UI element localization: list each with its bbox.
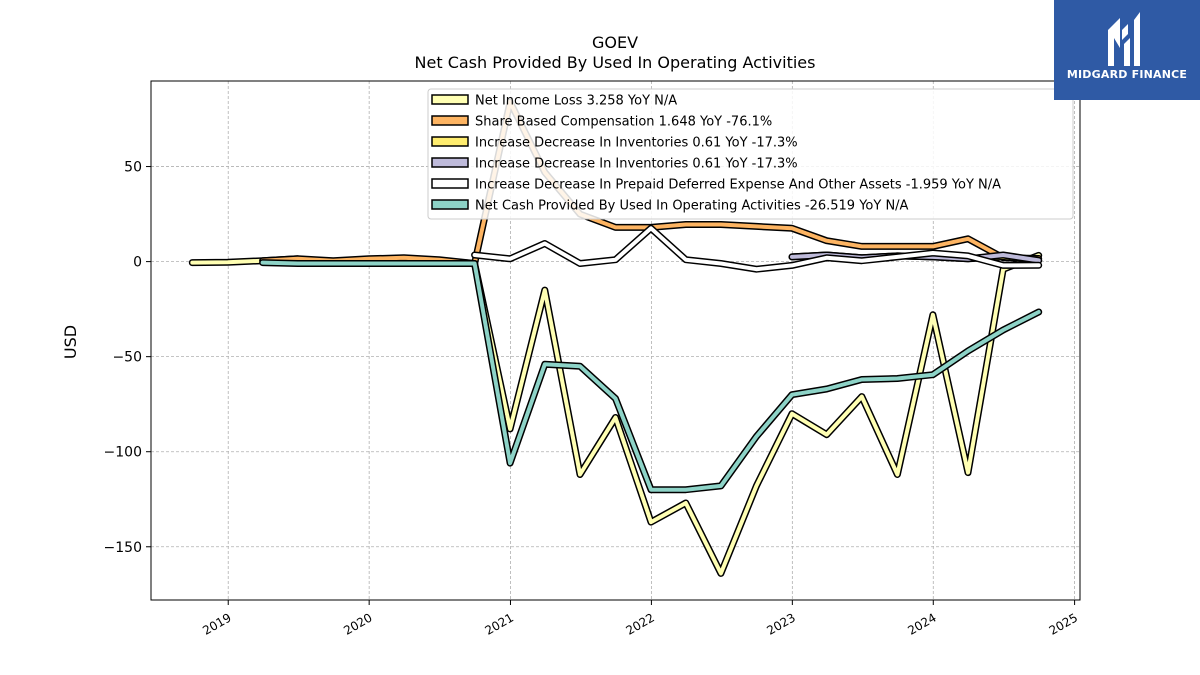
- legend-swatch-1: [431, 115, 469, 126]
- series-4-line: [472, 226, 1041, 272]
- plot-frame: [150, 80, 1081, 601]
- legend-label-2: Increase Decrease In Inventories 0.61 Yo…: [475, 136, 798, 151]
- x-tick-label-5: 2024: [905, 610, 938, 637]
- x-tick-label-4: 2023: [764, 610, 797, 637]
- legend: Net Income Loss 3.258 YoY N/A Share Based…: [427, 88, 1074, 220]
- y-tick-label-3: 0: [133, 255, 142, 271]
- chart-subtitle: Net Cash Provided By Used In Operating A…: [415, 53, 816, 72]
- y-axis-label: USD: [61, 325, 80, 359]
- series-4-outline: [471, 224, 1043, 273]
- legend-swatch-3: [431, 157, 469, 168]
- x-tick-label-2: 2021: [483, 610, 516, 637]
- y-tick-label-1: −100: [104, 445, 142, 461]
- series-5-line: [260, 260, 1041, 492]
- legend-swatch-4: [431, 178, 469, 189]
- y-ticks: −150 −100 −50 0 50: [104, 160, 151, 556]
- legend-swatch-5: [431, 199, 469, 210]
- x-tick-label-6: 2025: [1047, 610, 1080, 637]
- legend-swatch-2: [431, 136, 469, 147]
- x-tick-label-3: 2022: [623, 610, 656, 637]
- x-tick-label-1: 2020: [341, 610, 374, 637]
- y-tick-label-2: −50: [112, 350, 142, 366]
- y-tick-label-4: 50: [124, 160, 142, 176]
- legend-label-5: Net Cash Provided By Used In Operating A…: [475, 199, 909, 214]
- y-tick-label-0: −150: [104, 540, 142, 556]
- legend-label-1: Share Based Compensation 1.648 YoY -76.1…: [475, 115, 772, 130]
- legend-label-0: Net Income Loss 3.258 YoY N/A: [475, 94, 677, 109]
- legend-label-4: Increase Decrease In Prepaid Deferred Ex…: [475, 178, 1001, 193]
- series-4: [471, 224, 1043, 273]
- series-5: [259, 259, 1043, 494]
- series-layer: [188, 98, 1043, 577]
- series-0: [188, 251, 1043, 577]
- x-tick-label-0: 2019: [200, 610, 233, 637]
- legend-swatch-0: [431, 94, 469, 105]
- chart-title: GOEV: [592, 33, 638, 52]
- legend-label-3: Increase Decrease In Inventories 0.61 Yo…: [475, 157, 798, 172]
- x-ticks: 2019 2020 2021 2022 2023 2024 2025: [200, 600, 1080, 638]
- midgard-logo-icon: [1108, 12, 1140, 66]
- legend-box: [427, 88, 1074, 220]
- brand-logo: MIDGARD FINANCE: [1054, 0, 1200, 100]
- logo-text: MIDGARD FINANCE: [1066, 68, 1188, 81]
